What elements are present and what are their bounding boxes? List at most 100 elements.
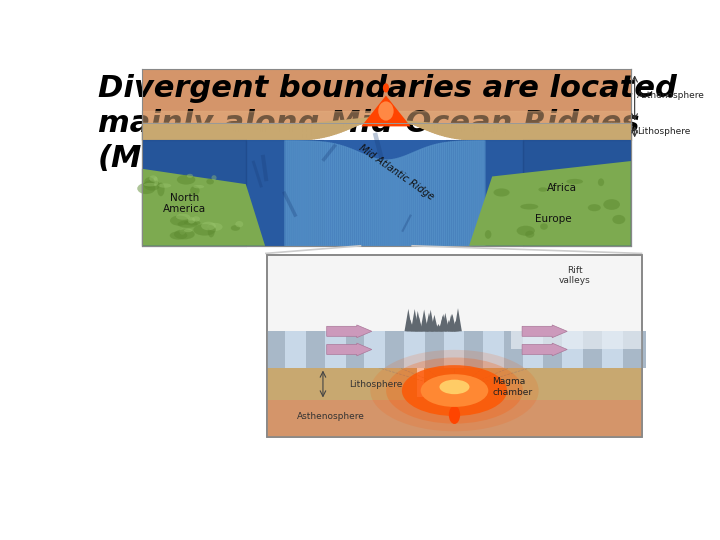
Ellipse shape — [420, 374, 488, 407]
Bar — [346, 332, 364, 368]
Polygon shape — [142, 69, 631, 123]
Ellipse shape — [188, 217, 195, 224]
Text: Lithosphere: Lithosphere — [637, 127, 690, 136]
Polygon shape — [419, 324, 427, 332]
Text: Divergent boundaries are located
mainly along Mid-Ocean Ridges
(MORs): Divergent boundaries are located mainly … — [98, 74, 677, 173]
Ellipse shape — [179, 228, 185, 235]
Text: Magma
chamber: Magma chamber — [492, 377, 532, 396]
Ellipse shape — [612, 215, 625, 224]
Ellipse shape — [184, 229, 192, 232]
Ellipse shape — [138, 183, 156, 194]
Text: Asthenosphere: Asthenosphere — [297, 412, 364, 421]
Ellipse shape — [190, 186, 199, 195]
Bar — [603, 332, 621, 368]
Ellipse shape — [192, 217, 200, 221]
Ellipse shape — [193, 185, 204, 188]
Ellipse shape — [207, 224, 215, 238]
Bar — [444, 332, 464, 368]
Bar — [266, 255, 642, 437]
Polygon shape — [407, 320, 414, 332]
Polygon shape — [447, 314, 455, 332]
Ellipse shape — [201, 221, 216, 230]
Bar — [642, 332, 661, 368]
Bar — [504, 332, 523, 368]
Bar — [266, 368, 417, 400]
Polygon shape — [142, 117, 631, 140]
Polygon shape — [435, 326, 443, 332]
Ellipse shape — [178, 220, 198, 228]
Polygon shape — [427, 310, 435, 332]
Bar — [425, 332, 444, 368]
Ellipse shape — [177, 175, 195, 185]
Bar — [583, 332, 602, 368]
Ellipse shape — [567, 179, 583, 184]
Ellipse shape — [170, 231, 187, 240]
Ellipse shape — [525, 231, 534, 238]
FancyArrow shape — [327, 325, 372, 338]
Polygon shape — [405, 309, 413, 332]
Ellipse shape — [517, 226, 535, 236]
Bar — [266, 255, 642, 437]
Polygon shape — [142, 168, 265, 246]
Polygon shape — [431, 323, 439, 332]
Text: Europe: Europe — [536, 214, 572, 224]
Ellipse shape — [186, 174, 193, 178]
Ellipse shape — [144, 177, 155, 187]
Bar — [563, 332, 582, 368]
Bar — [326, 332, 345, 368]
Ellipse shape — [539, 187, 547, 192]
Ellipse shape — [235, 221, 243, 227]
Ellipse shape — [485, 230, 492, 239]
Ellipse shape — [588, 204, 600, 211]
Ellipse shape — [370, 350, 539, 431]
Bar — [623, 332, 642, 368]
Bar — [523, 332, 542, 368]
Text: Lithosphere: Lithosphere — [349, 380, 402, 388]
Bar — [464, 332, 483, 368]
Ellipse shape — [212, 175, 217, 180]
Ellipse shape — [521, 204, 539, 210]
Polygon shape — [454, 308, 462, 332]
Text: Mid Atlantic Ridge: Mid Atlantic Ridge — [356, 143, 436, 202]
Ellipse shape — [540, 223, 548, 230]
Text: Africa: Africa — [546, 183, 577, 193]
Bar — [405, 332, 424, 368]
Ellipse shape — [231, 225, 240, 231]
Ellipse shape — [449, 406, 460, 424]
Polygon shape — [441, 313, 449, 332]
Polygon shape — [426, 313, 433, 332]
Bar — [510, 332, 642, 349]
Bar — [306, 332, 325, 368]
Ellipse shape — [176, 214, 190, 220]
Ellipse shape — [158, 184, 171, 188]
Polygon shape — [438, 316, 446, 332]
Bar — [385, 332, 404, 368]
Polygon shape — [411, 309, 418, 332]
Ellipse shape — [439, 380, 469, 394]
Ellipse shape — [383, 83, 389, 92]
Ellipse shape — [149, 176, 157, 181]
Polygon shape — [431, 315, 438, 332]
Polygon shape — [469, 161, 631, 246]
Ellipse shape — [402, 365, 507, 416]
Ellipse shape — [144, 180, 160, 191]
Polygon shape — [142, 140, 631, 246]
Ellipse shape — [184, 220, 201, 226]
Bar — [266, 332, 285, 368]
FancyArrow shape — [522, 325, 567, 338]
Ellipse shape — [603, 199, 620, 210]
Polygon shape — [420, 309, 428, 332]
FancyArrow shape — [522, 343, 567, 356]
Polygon shape — [413, 321, 420, 332]
FancyArrow shape — [327, 343, 372, 356]
Polygon shape — [451, 321, 459, 332]
Ellipse shape — [493, 188, 510, 197]
Polygon shape — [450, 324, 458, 332]
Bar — [266, 332, 642, 368]
Ellipse shape — [207, 179, 214, 185]
Polygon shape — [435, 324, 442, 332]
Bar — [424, 368, 642, 400]
Polygon shape — [421, 320, 429, 332]
Text: Rift
valleys: Rift valleys — [559, 266, 590, 285]
Ellipse shape — [386, 357, 523, 423]
